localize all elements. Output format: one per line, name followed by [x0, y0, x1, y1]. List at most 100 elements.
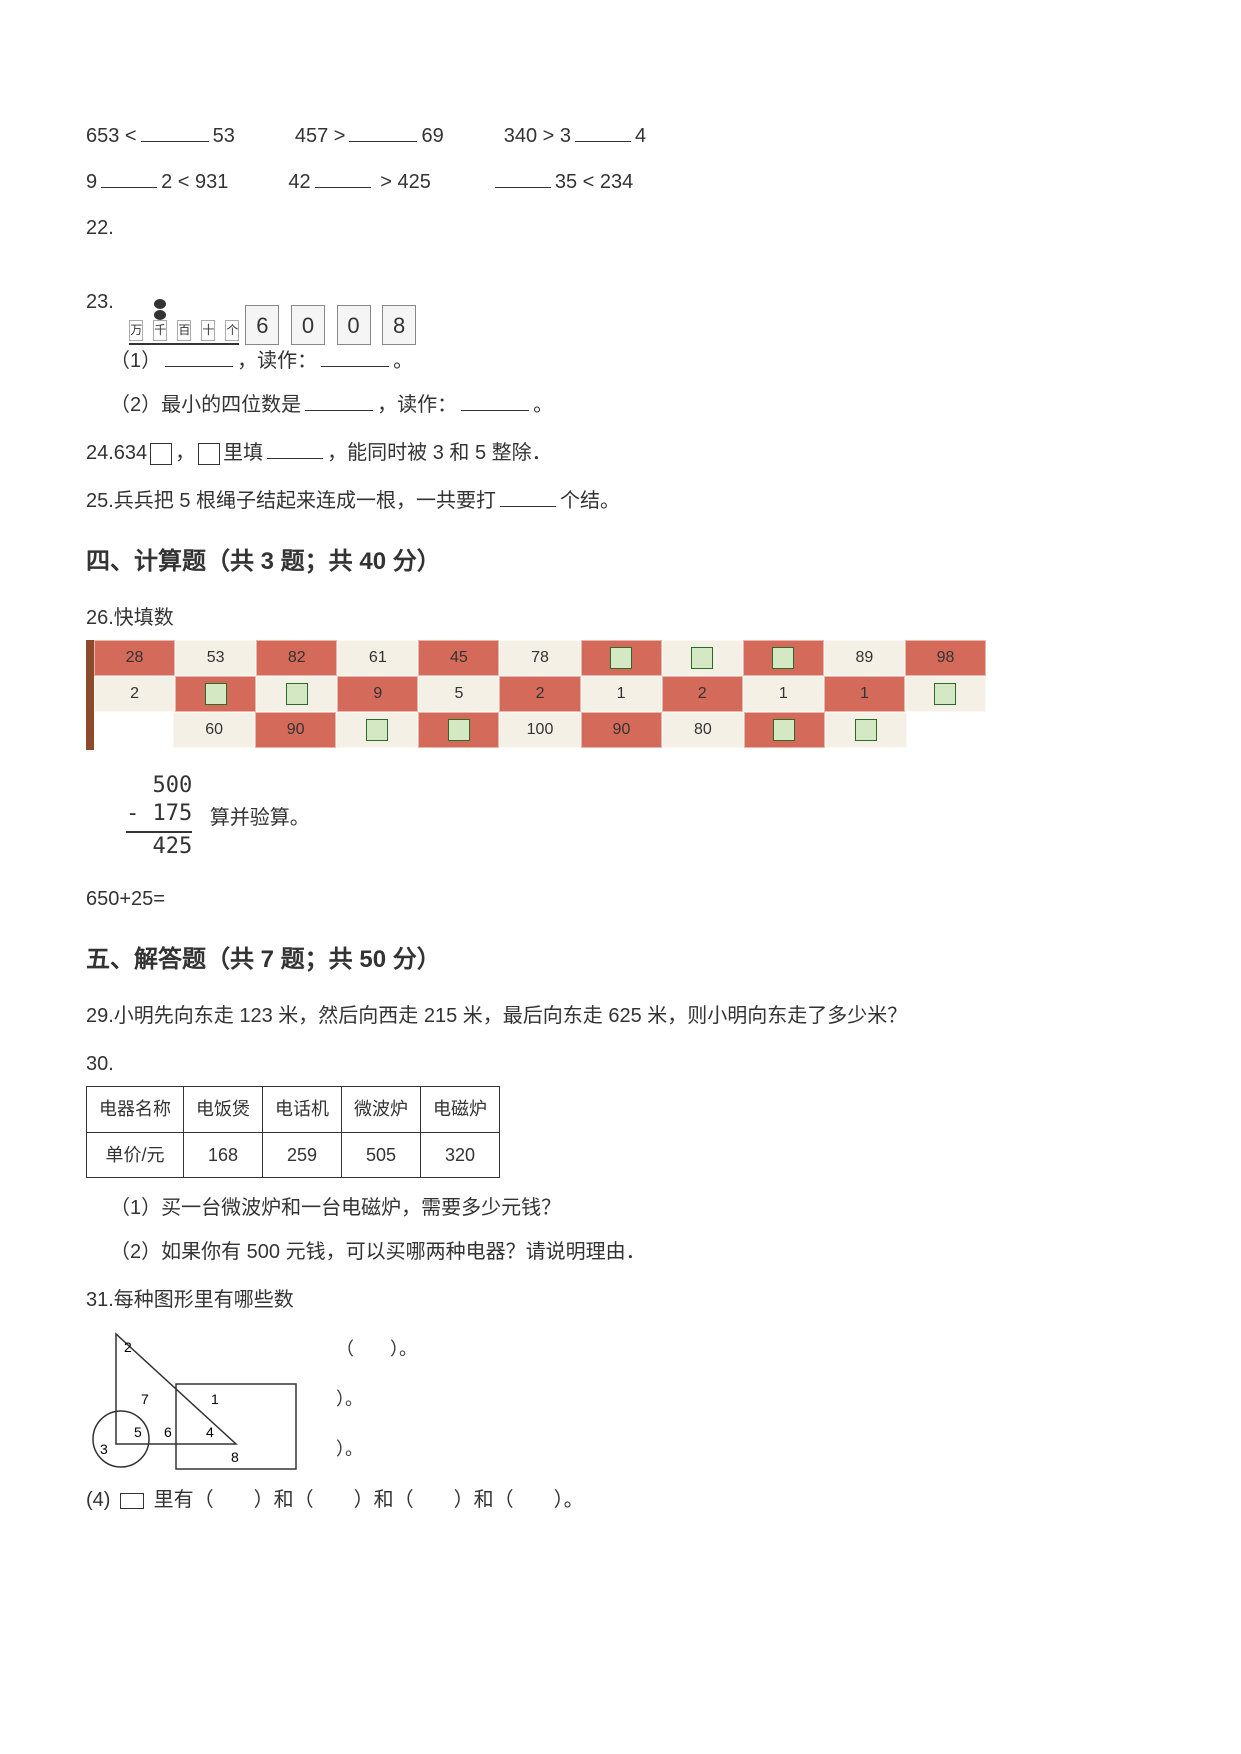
q27-tail: 算并验算。: [210, 802, 310, 834]
paren-blank[interactable]: [314, 1489, 354, 1511]
flag-blank-cell[interactable]: [175, 676, 256, 712]
paren-blank[interactable]: [414, 1489, 454, 1511]
text: 69: [421, 125, 443, 147]
num-text: 5: [134, 1424, 142, 1440]
flag-cell: 89: [824, 640, 905, 676]
digit-boxes: 6 0 0 8: [245, 305, 422, 345]
text: 457 >: [295, 125, 346, 147]
q21-line2: 92 < 931 42 > 425 35 < 234: [86, 166, 1155, 198]
flag-cell: 28: [94, 640, 175, 676]
paren-blank[interactable]: [514, 1489, 554, 1511]
abacus-figure: 万 千 百 十 个 6 0 0 8: [129, 260, 422, 345]
flag-blank-cell[interactable]: [825, 712, 906, 748]
table-header: 电器名称: [87, 1086, 184, 1132]
flag-blank-cell[interactable]: [662, 640, 743, 676]
q30-sub2: （2）如果你有 500 元钱，可以买哪两种电器？请说明理由．: [110, 1236, 1155, 1268]
q23-sub2: （2）最小的四位数是，读作：。: [110, 389, 1155, 421]
table-header: 电磁炉: [421, 1086, 500, 1132]
paren-blank[interactable]: ）。: [336, 1385, 417, 1414]
q24: 24.634，里填，能同时被 3 和 5 整除．: [86, 437, 1155, 469]
table-cell: 505: [342, 1132, 421, 1178]
table-cell: 168: [184, 1132, 263, 1178]
flag-blank-cell[interactable]: [336, 712, 417, 748]
q26: 26.快填数 285382614578899829521211609010090…: [86, 602, 1155, 750]
text: 53: [213, 125, 235, 147]
flag-cell: 5: [418, 676, 499, 712]
flag-blank-cell[interactable]: [744, 712, 825, 748]
paren-blank[interactable]: [214, 1489, 254, 1511]
fill-blank[interactable]: [461, 389, 529, 411]
flag-cell: 2: [662, 676, 743, 712]
fill-blank[interactable]: [321, 345, 389, 367]
flag-cell: 78: [499, 640, 580, 676]
fill-blank[interactable]: [500, 485, 556, 507]
text: 4: [635, 125, 646, 147]
flag-blank-cell[interactable]: [256, 676, 337, 712]
flag-blank-cell[interactable]: [581, 640, 662, 676]
section-4-title: 四、计算题（共 3 题；共 40 分）: [86, 543, 1155, 581]
q23: 23. 万 千 百 十 个 6 0 0 8 （1），读作：。: [86, 260, 1155, 421]
vertical-subtraction: 500 - 175 425: [126, 772, 192, 862]
num-text: 6: [164, 1424, 172, 1440]
flag-blank-cell[interactable]: [743, 640, 824, 676]
num-text: 1: [211, 1391, 219, 1407]
flag-cell: 90: [255, 712, 336, 748]
fill-blank[interactable]: [101, 166, 157, 188]
fill-blank[interactable]: [315, 166, 371, 188]
q26-label: 26.快填数: [86, 602, 1155, 634]
table-row: 电器名称 电饭煲 电话机 微波炉 电磁炉: [87, 1086, 500, 1132]
flag-blank-cell[interactable]: [905, 676, 986, 712]
text: > 425: [375, 171, 431, 193]
rect-icon: [120, 1493, 144, 1509]
fill-box[interactable]: [198, 443, 220, 465]
flag-cell: 60: [173, 712, 254, 748]
digit-box: 0: [291, 305, 325, 345]
appliance-table: 电器名称 电饭煲 电话机 微波炉 电磁炉 单价/元 168 259 505 32…: [86, 1086, 500, 1179]
q25: 25.兵兵把 5 根绳子结起来连成一根，一共要打个结。: [86, 485, 1155, 517]
text: 653 <: [86, 125, 137, 147]
flag-cell: 2: [499, 676, 580, 712]
digit-box: 8: [382, 305, 416, 345]
fill-blank[interactable]: [165, 345, 233, 367]
fill-box[interactable]: [150, 443, 172, 465]
flag-cell: 98: [905, 640, 986, 676]
text: 340 >: [504, 125, 555, 147]
q31-paren-column: （ ）。 ）。 ）。: [336, 1324, 417, 1474]
fill-blank[interactable]: [575, 120, 631, 142]
text: 2 < 931: [161, 171, 228, 193]
digit-box: 6: [245, 305, 279, 345]
digit-box: 0: [337, 305, 371, 345]
q30: 30. 电器名称 电饭煲 电话机 微波炉 电磁炉 单价/元 168 259 50…: [86, 1048, 1155, 1269]
q22: 22.: [86, 212, 1155, 244]
text: 9: [86, 171, 97, 193]
fill-blank[interactable]: [495, 166, 551, 188]
fill-blank[interactable]: [267, 437, 323, 459]
fill-blank[interactable]: [305, 389, 373, 411]
flag-cell: [907, 712, 986, 748]
text: 3: [560, 125, 571, 147]
flag-cell: 1: [824, 676, 905, 712]
abacus-labels: 万 千 百 十 个: [129, 320, 239, 341]
flag-cell: 82: [256, 640, 337, 676]
fill-blank[interactable]: [349, 120, 417, 142]
num-text: 4: [206, 1424, 214, 1440]
flag-blank-cell[interactable]: [418, 712, 499, 748]
q31-line4: (4) 里有（ ）和（ ）和（ ）和（ ）。: [86, 1484, 1155, 1516]
paren-blank[interactable]: （ ）。: [336, 1335, 417, 1364]
paren-blank[interactable]: ）。: [336, 1435, 417, 1464]
q29: 29.小明先向东走 123 米，然后向西走 215 米，最后向东走 625 米，…: [86, 1000, 1155, 1032]
flag-cell: 45: [418, 640, 499, 676]
q21-line1: 653 < 53 457 > 69 340 > 3 4: [86, 120, 1155, 152]
q28: 650+25=: [86, 883, 1155, 915]
q30-sub1: （1）买一台微波炉和一台电磁炉，需要多少元钱？: [110, 1192, 1155, 1224]
table-header: 微波炉: [342, 1086, 421, 1132]
table-cell: 259: [263, 1132, 342, 1178]
abacus: 万 千 百 十 个: [129, 260, 239, 345]
num-text: 2: [124, 1339, 132, 1355]
fill-blank[interactable]: [141, 120, 209, 142]
section-5-title: 五、解答题（共 7 题；共 50 分）: [86, 941, 1155, 979]
q30-label: 30.: [86, 1048, 1155, 1080]
table-cell: 单价/元: [87, 1132, 184, 1178]
flag-cell: 2: [94, 676, 175, 712]
q22-label: 22.: [86, 217, 114, 239]
